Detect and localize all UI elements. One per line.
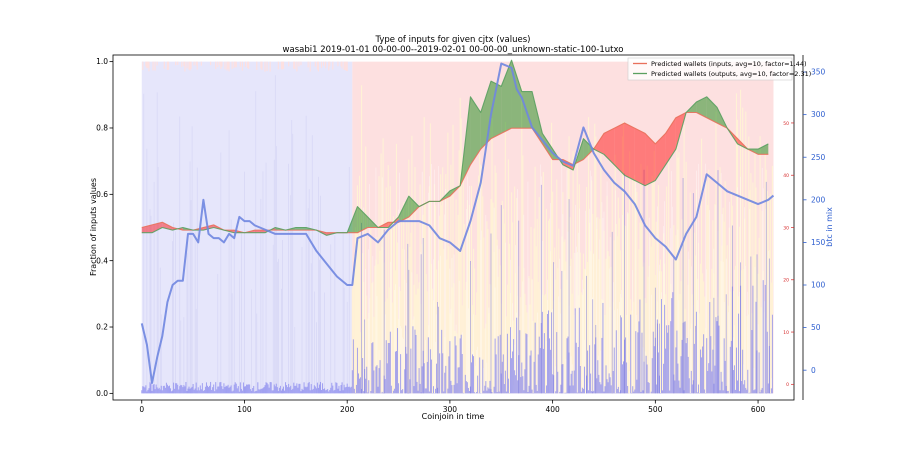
y3-tick-label: 20: [783, 278, 789, 284]
x-tick-label: 400: [545, 405, 560, 414]
wallet-difference-fill: [408, 196, 420, 218]
series-lines: [140, 59, 775, 384]
y3-tick-label: 50: [783, 121, 789, 127]
y-tick-label: 0.2: [96, 323, 108, 332]
y2-tick-label: 0: [811, 366, 816, 375]
axes: 0 100 200 300 400 500 6000.00.20.40.60.81.0010…: [96, 55, 826, 414]
legend-box: [627, 57, 793, 81]
wallet-difference-fill: [593, 133, 604, 155]
x-tick-label: 600: [751, 405, 766, 414]
x-tick-label: 200: [340, 405, 355, 414]
y3-tick-label: 0: [786, 382, 789, 388]
y2-tick-label: 350: [811, 68, 826, 77]
legend-label-inputs: Predicted wallets (inputs, avg=10, facto…: [651, 60, 807, 68]
y3-tick-label: 30: [783, 225, 789, 231]
y2-tick-label: 300: [811, 110, 826, 119]
x-tick-label: 300: [443, 405, 458, 414]
wallet-difference-fill: [758, 143, 769, 155]
y-tick-label: 1.0: [96, 57, 108, 66]
y-tick-label: 0.8: [96, 124, 108, 133]
chart-subtitle: wasabi1 2019-01-01 00-00-00--2019-02-01 …: [283, 45, 624, 55]
y3-tick-label: 10: [783, 330, 789, 336]
y2-tick-label: 150: [811, 238, 826, 247]
btc-in-mix-line: [140, 62, 775, 384]
wallet-difference-fill: [141, 224, 153, 233]
y3-tick-label: 40: [783, 173, 789, 179]
y2-tick-label: 50: [811, 323, 821, 332]
legend-label-outputs: Predicted wallets (outputs, avg=10, fact…: [651, 70, 811, 78]
y2-tick-label: 200: [811, 195, 826, 204]
wallet-difference-fill: [501, 60, 512, 134]
wallet-difference-fill: [583, 138, 594, 160]
wallet-difference-fill: [706, 96, 717, 123]
background-band-fresh: [141, 61, 353, 394]
chart-title: Type of inputs for given cjtx (values): [375, 35, 531, 45]
y2-tick-label: 100: [811, 281, 826, 290]
x-tick-label: 100: [237, 405, 252, 414]
wallet-difference-fill: [614, 122, 625, 176]
wallet-difference-fill: [254, 230, 266, 233]
wallet-difference-fill: [603, 128, 615, 165]
x-tick-label: 0: [139, 405, 144, 414]
outputs-wallets-line: [141, 59, 769, 236]
wallet-difference-fill: [696, 96, 707, 118]
y-tick-label: 0.0: [96, 389, 108, 398]
y2-axis-label: btc in mix: [825, 207, 834, 247]
wallet-difference-fill: [634, 128, 646, 186]
wallet-difference-fill: [162, 222, 173, 231]
y2-tick-label: 250: [811, 153, 826, 162]
y-tick-label: 0.4: [96, 256, 108, 265]
wallet-difference-fill: [645, 133, 656, 186]
wallet-difference-fill: [357, 206, 368, 233]
wallet-difference-fill: [624, 122, 635, 181]
bar-series: [141, 169, 773, 394]
wallet-difference-fill: [152, 222, 163, 233]
wallet-difference-fill: [490, 81, 502, 139]
y-axis-label: Fraction of inputs values: [89, 178, 98, 276]
x-tick-label: 500: [648, 405, 663, 414]
wallet-difference-fill: [295, 227, 307, 231]
y-tick-label: 0.6: [96, 190, 108, 199]
plot-area: [140, 59, 775, 394]
x-axis-label: Coinjoin in time: [422, 412, 485, 421]
wallet-difference-fill: [470, 96, 481, 165]
legend: Predicted wallets (inputs, avg=10, facto…: [627, 57, 811, 81]
wallet-difference-fill: [398, 196, 409, 223]
